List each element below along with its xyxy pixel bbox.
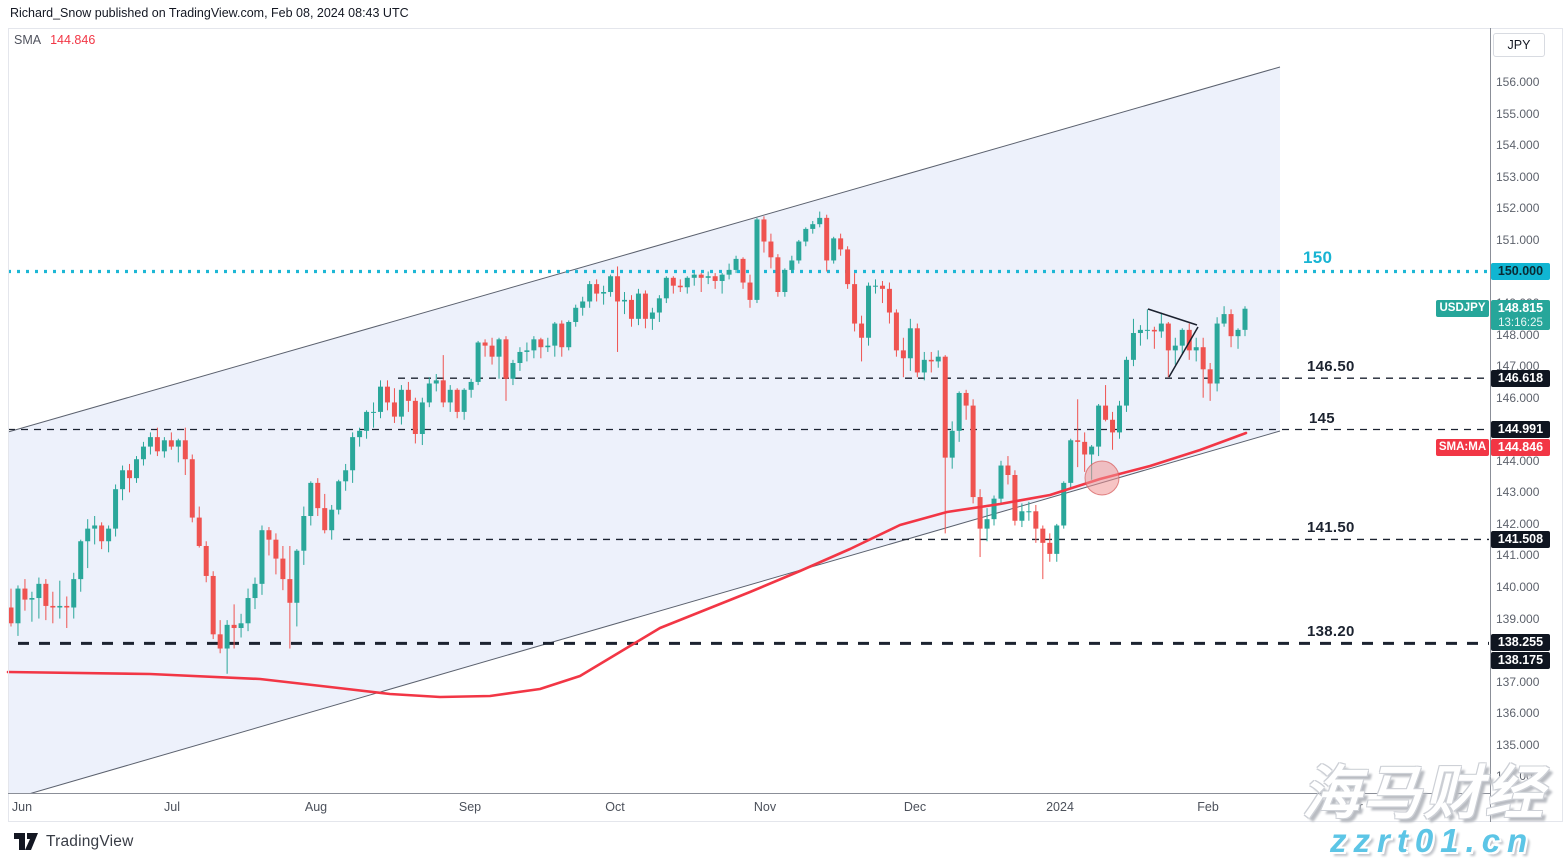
candles-layer[interactable]: [8, 211, 1248, 674]
pennant-trendline[interactable]: [1168, 326, 1199, 378]
highlight-circle[interactable]: [1084, 460, 1120, 496]
sma-line[interactable]: [6, 431, 1248, 699]
trend-channel[interactable]: [8, 66, 1281, 800]
pennant-trendline[interactable]: [1147, 308, 1198, 326]
level-lines[interactable]: [8, 269, 1489, 645]
